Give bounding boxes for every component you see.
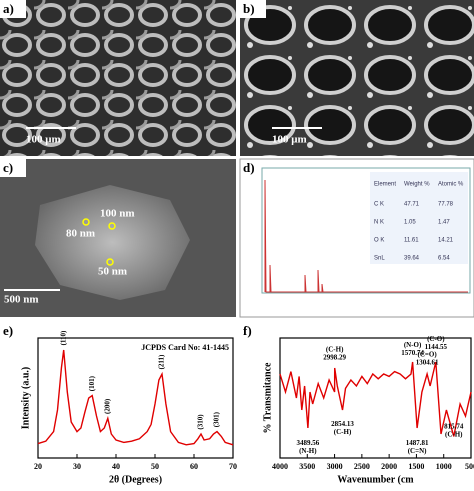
plot-frame [37,337,234,459]
peak-label: (211) [158,354,166,369]
table-cell: N K [374,220,384,226]
x-tick-label: 3500 [299,462,315,471]
peak-label: (101) [88,375,96,391]
spectrum-line [279,361,472,437]
peak-label: (110) [59,330,67,345]
table-cell: 11.61 [404,238,419,244]
peak-label: (200) [103,398,111,414]
panel-label: e) [3,323,13,338]
label-bg [0,0,26,18]
table-cell: SnL [374,256,385,262]
band-label: 1487.81 [406,439,429,447]
size-label: 50 nm [98,266,127,278]
band-label: (C-H) [334,428,352,436]
panel-label: a) [3,1,14,16]
band-label: 1570.74 [401,349,424,357]
table-cell: 1.05 [404,220,416,226]
particle [35,185,190,300]
y-axis-label: Intensity (a.u.) [20,367,31,430]
x-tick-label: 30 [73,462,81,471]
band-label: (C=N) [408,447,427,455]
panel-label: b) [243,1,255,16]
x-tick-label: 500 [465,462,474,471]
band-label: (C=O) [418,350,438,358]
x-tick-label: 2500 [354,462,370,471]
x-tick-label: 20 [34,462,42,471]
band-label: 2854.13 [331,420,354,428]
x-tick-label: 1500 [408,462,424,471]
table-cell: 6.54 [438,256,450,262]
table-cell: O K [374,238,384,244]
x-tick-label: 40 [112,462,120,471]
label-bg [0,159,26,177]
x-tick-label: 3000 [327,462,343,471]
table-cell: 77.78 [438,202,454,208]
x-axis-label: Wavenumber (cm [337,474,414,485]
annotation: JCPDS Card No: 41-1445 [141,343,229,352]
table-header: Weight % [404,182,430,188]
band-label: 3489.56 [296,439,319,447]
table-cell: C K [374,202,384,208]
x-tick-label: 2000 [381,462,397,471]
marker [82,218,90,226]
peak-label: (301) [213,411,221,427]
eds-plot [261,167,471,294]
x-tick-label: 60 [190,462,198,471]
sem-image [240,0,474,156]
size-label: 80 nm [66,228,95,240]
x-tick-label: 50 [151,462,159,471]
band-label: (N-H) [299,447,317,455]
band-label: 1304.61 [416,358,439,366]
scale-label: 100 μm [272,134,307,146]
table-cell: 1.47 [438,220,450,226]
eds-spectrum [264,179,468,293]
band-label: 815.74 [444,422,464,430]
peak-label: (310) [197,414,205,430]
sem-image [0,0,236,156]
x-tick-label: 1000 [436,462,452,471]
band-label: (N-O) [404,341,422,349]
panel-label: d) [243,160,255,175]
size-label: 100 nm [100,208,135,220]
band-label: (C-H) [445,430,463,438]
x-tick-label: 70 [229,462,237,471]
table-cell: 14.21 [438,238,454,244]
table-header: Atomic % [438,182,464,188]
band-label: 1144.55 [425,343,448,351]
table-cell: 47.71 [404,202,420,208]
marker [108,222,116,230]
marker [106,258,114,266]
scale-label: 100 μm [26,134,61,146]
eds-table: Element Weight % Atomic % C K 47.71 77.78 N K 1… [370,172,468,264]
panel-label: c) [3,160,13,175]
table-cell: 39.64 [404,256,420,262]
scale-label: 500 nm [4,294,39,306]
x-axis-label: 2θ (Degrees) [109,474,162,485]
y-axis-label: % Transmitance [262,362,273,434]
table-header: Element [374,182,396,188]
band-label: (C-H) [326,346,344,354]
band-label: 2998.29 [323,354,346,362]
table-bg [370,172,468,264]
band-label: (C-O) [427,335,445,343]
label-bg [240,0,266,18]
x-tick-label: 4000 [272,462,288,471]
panel-label: f) [243,323,252,338]
plot-frame [279,337,472,459]
spectrum-line [37,349,234,446]
